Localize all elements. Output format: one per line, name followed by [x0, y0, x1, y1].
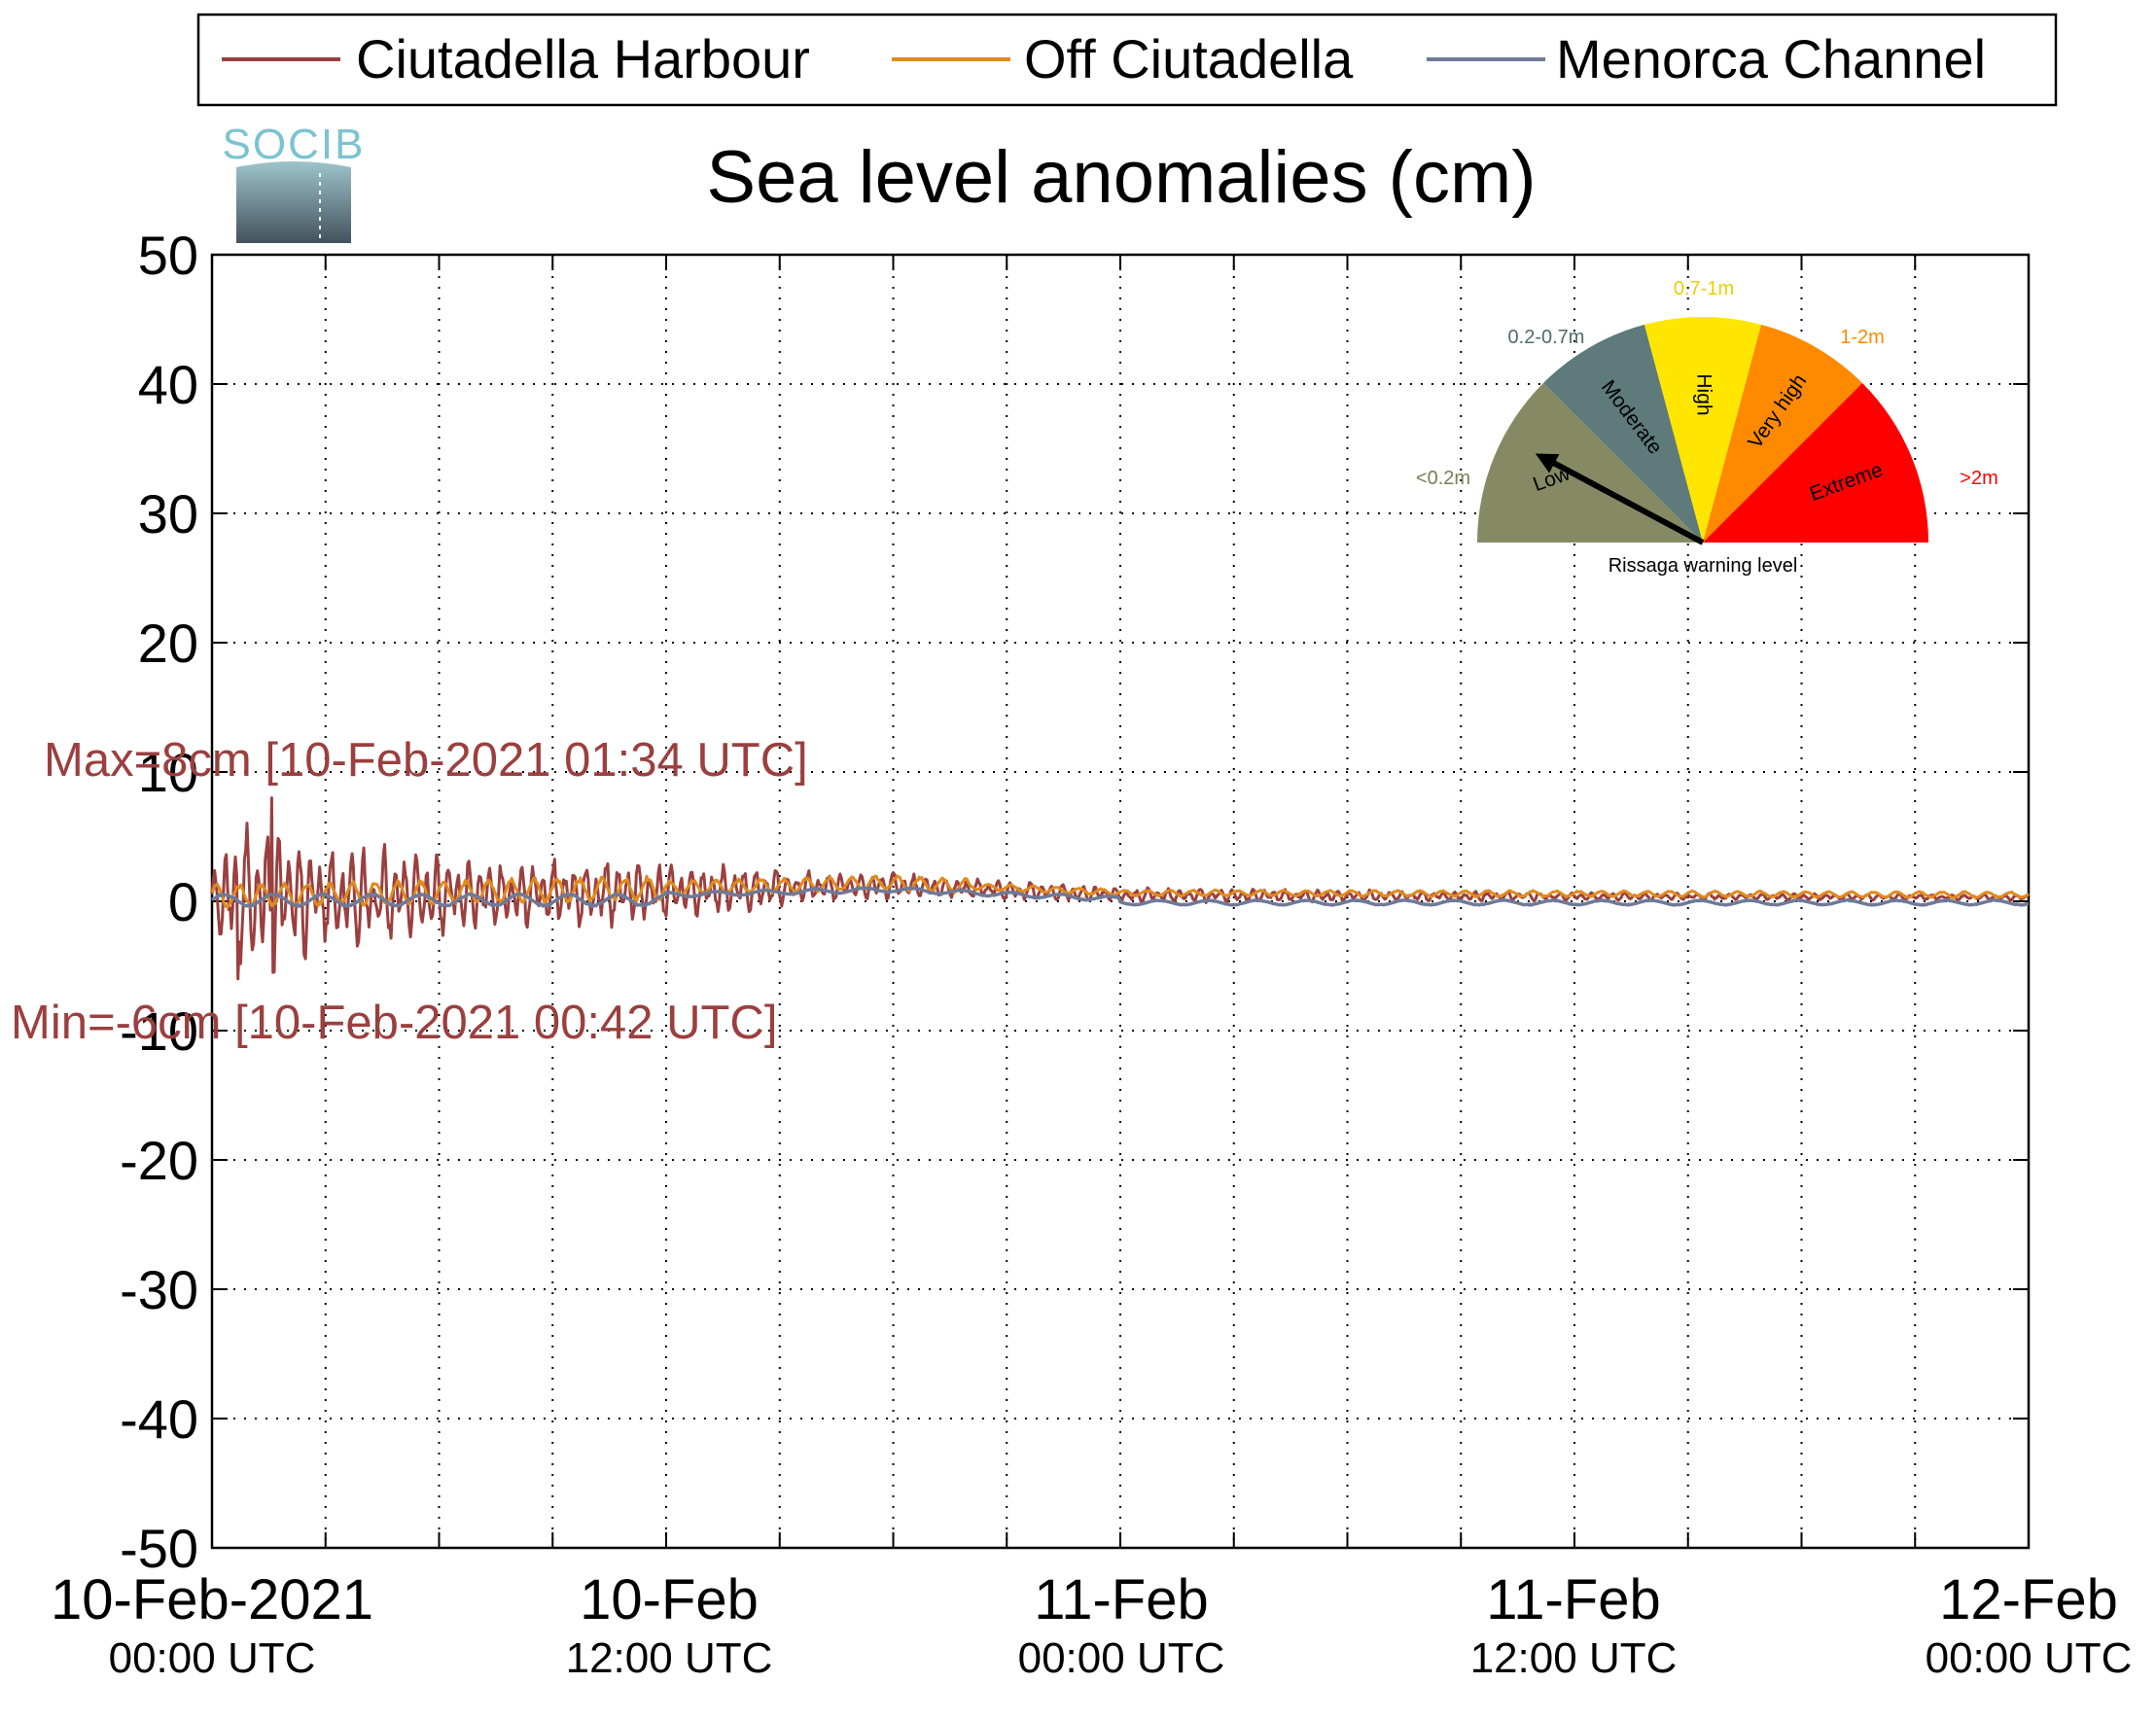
min-annotation: Min=-6cm [10-Feb-2021 00:42 UTC]	[11, 997, 777, 1049]
gauge-caption: Rissaga warning level	[1608, 555, 1798, 577]
series-line-menorca-channel	[210, 886, 2030, 909]
x-tick-time-label: 00:00 UTC	[1926, 1634, 2133, 1682]
y-tick-label: 30	[138, 483, 198, 544]
x-tick-time-label: 12:00 UTC	[566, 1634, 773, 1682]
gauge-range-label: >2m	[1960, 468, 1997, 489]
gauge-needle	[1543, 455, 1705, 545]
gauge-range-label: <0.2m	[1416, 468, 1470, 489]
x-tick-date-label: 11-Feb	[1034, 1568, 1208, 1631]
gauge-sector-moderate	[1542, 324, 1703, 543]
x-tick-date-label: 10-Feb	[580, 1568, 759, 1631]
y-tick-label: -10	[120, 1000, 198, 1062]
x-tick-date-label: 11-Feb	[1486, 1568, 1660, 1631]
y-tick-label: 20	[138, 613, 198, 674]
gauge-sector-extreme	[1703, 382, 1928, 543]
y-tick-label: -20	[120, 1130, 198, 1191]
x-tick-time-label: 00:00 UTC	[1018, 1634, 1225, 1682]
y-tick-label: -50	[120, 1518, 198, 1579]
socib-logo: SOCIB	[223, 121, 366, 243]
gauge-sector-high	[1644, 317, 1762, 543]
gauge-level-label: High	[1692, 373, 1714, 415]
chart-title: Sea level anomalies (cm)	[706, 136, 1536, 219]
legend-label-off-ciutadella: Off Ciutadella	[1024, 28, 1354, 89]
legend-label-ciutadella-harbour: Ciutadella Harbour	[356, 28, 810, 89]
x-tick-time-label: 00:00 UTC	[109, 1634, 316, 1682]
gauge-range-label: 0.7-1m	[1674, 278, 1734, 299]
y-tick-label: 0	[168, 871, 198, 932]
legend: Ciutadella Harbour Off Ciutadella Menorc…	[196, 13, 2058, 107]
x-tick-time-label: 12:00 UTC	[1470, 1634, 1678, 1682]
gauge-needle-arrowhead	[1535, 453, 1560, 473]
x-tick-date-label: 12-Feb	[1939, 1568, 2118, 1631]
y-tick-label: 10	[138, 742, 198, 803]
y-tick-label: -30	[120, 1259, 198, 1320]
gauge-sector-low	[1477, 382, 1703, 543]
series-lines	[210, 796, 2030, 981]
max-annotation: Max=8cm [10-Feb-2021 01:34 UTC]	[44, 734, 808, 787]
legend-label-menorca-channel: Menorca Channel	[1556, 28, 1986, 89]
y-tick-label: 50	[138, 225, 198, 286]
gauge-range-label: 1-2m	[1840, 327, 1885, 348]
gauge-sector-very-high	[1703, 324, 1863, 543]
y-axis: 50 40 30 20 10 0 -10 -20 -30 -40 -50	[120, 225, 2029, 1579]
logo-text: SOCIB	[223, 121, 366, 168]
y-tick-label: 40	[138, 354, 198, 415]
x-tick-date-label: 10-Feb-2021	[51, 1568, 373, 1631]
series-line-off-ciutadella	[210, 874, 2030, 909]
y-tick-label: -40	[120, 1388, 198, 1450]
gauge-range-label: 0.2-0.7m	[1508, 327, 1585, 348]
